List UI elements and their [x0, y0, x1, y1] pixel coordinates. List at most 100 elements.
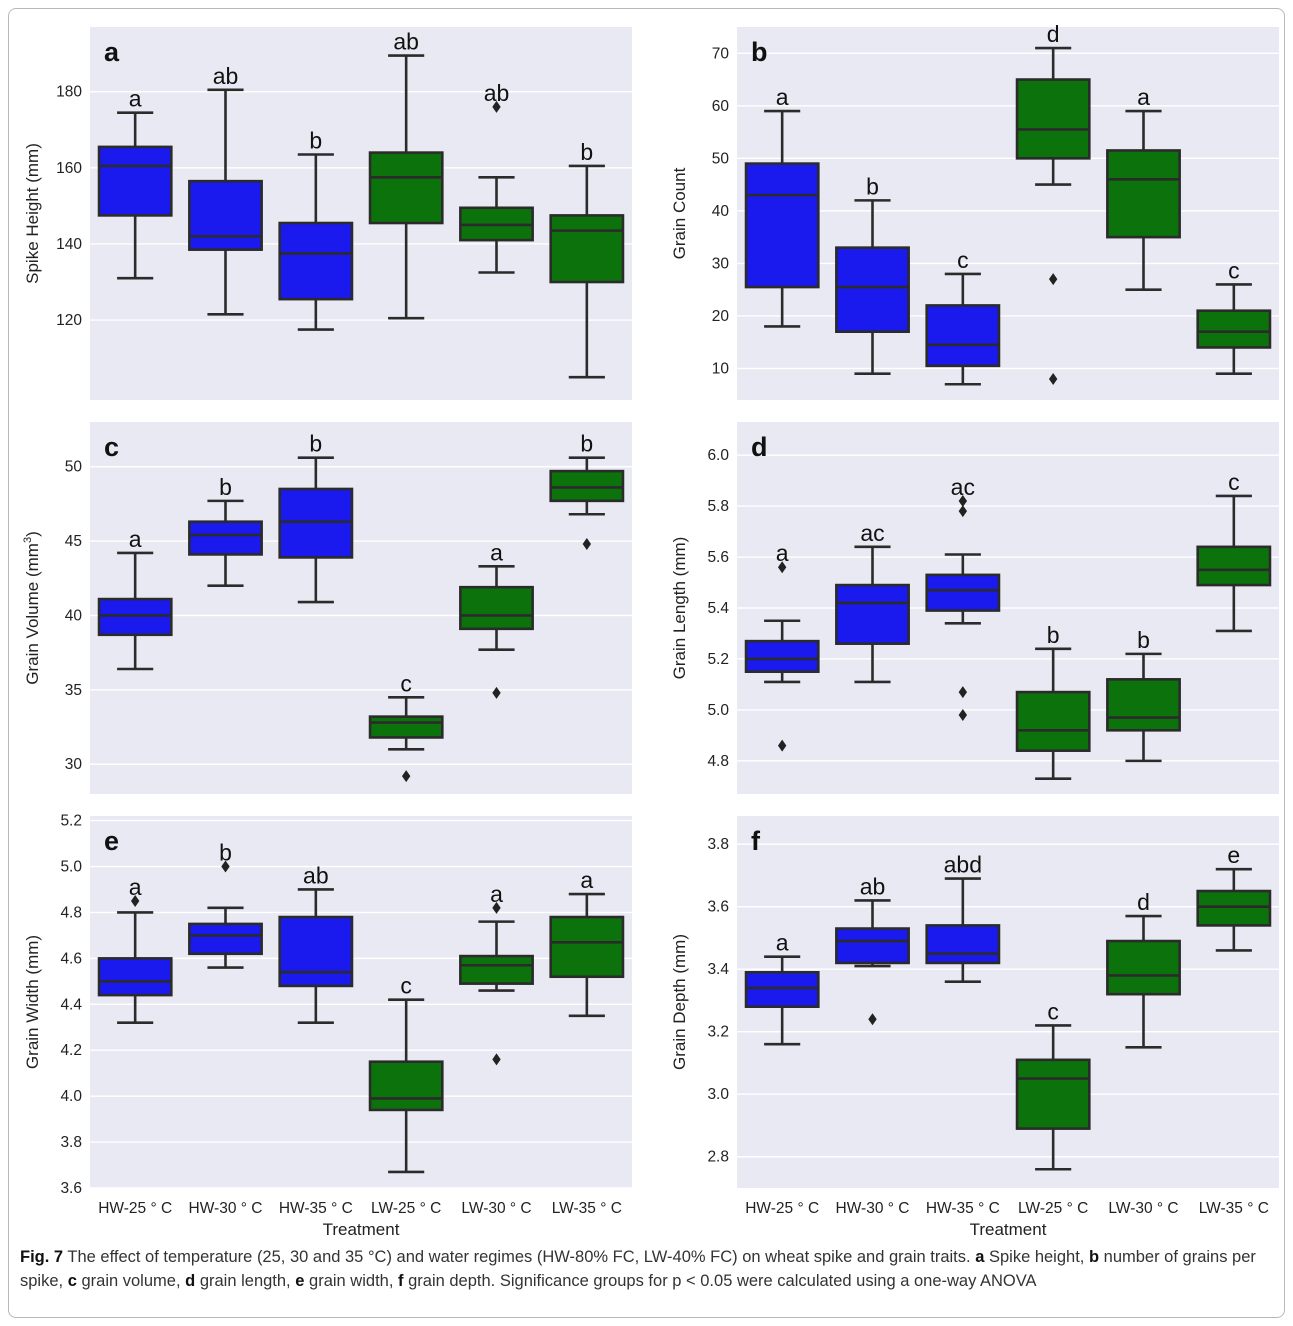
box-iqr: [835, 246, 910, 334]
box-iqr: [97, 597, 173, 637]
significance-label: b: [580, 139, 593, 165]
outlier-point: [958, 505, 968, 518]
y-tick-label: 4.6: [60, 950, 82, 967]
box-iqr: [368, 1060, 444, 1112]
caption-part-c: grain volume,: [81, 1272, 181, 1290]
significance-label: a: [776, 930, 789, 956]
y-tick-label: 4.8: [707, 753, 729, 770]
box-hw-3: abd: [925, 852, 1001, 983]
box-iqr: [1196, 889, 1272, 927]
caption-part-d: grain length,: [199, 1272, 291, 1290]
x-tick-label: HW-25 ° C: [745, 1200, 819, 1217]
caption-part-e: grain width,: [309, 1272, 394, 1290]
significance-label: a: [490, 539, 503, 565]
box-iqr: [1015, 690, 1091, 752]
x-tick-label: LW-25 ° C: [371, 1200, 441, 1217]
significance-label: b: [309, 431, 322, 457]
box-iqr: [188, 520, 263, 556]
panel-letter: d: [751, 432, 768, 462]
significance-label: b: [309, 128, 322, 154]
box-iqr: [1106, 678, 1181, 732]
y-tick-label: 10: [712, 360, 730, 377]
panel-background: [737, 27, 1279, 400]
box-iqr: [368, 715, 444, 739]
significance-label: a: [776, 540, 789, 566]
y-tick-label: 180: [56, 84, 82, 101]
y-tick-label: 4.8: [60, 904, 82, 921]
box-iqr: [925, 924, 1001, 965]
panel-e: 3.6 3.8 4.0 4.2 4.4 4.6 4.8 5.0 5.2 Grain Width (…: [23, 813, 632, 1239]
box-iqr: [459, 585, 534, 631]
box-iqr: [1106, 149, 1181, 239]
y-axis-label: Grain Depth (mm): [670, 934, 689, 1070]
box-iqr: [549, 469, 625, 503]
significance-label: ab: [393, 29, 419, 55]
y-tick-label: 3.0: [707, 1086, 729, 1103]
box-iqr: [278, 487, 354, 559]
caption-fig-label: Fig. 7: [20, 1248, 64, 1266]
outlier-point: [777, 739, 787, 752]
box-hw-2: ab: [188, 63, 263, 316]
box-lw-5: d: [1106, 889, 1181, 1049]
significance-label: ab: [213, 63, 239, 89]
y-tick-label: 40: [65, 607, 83, 624]
caption-part-f: grain depth. Significance groups for p <…: [408, 1272, 1037, 1290]
significance-label: b: [1047, 622, 1060, 648]
box-hw-2: ab: [835, 873, 910, 1026]
y-tick-label: 50: [65, 459, 83, 476]
box-lw-6: e: [1196, 842, 1272, 952]
significance-label: ab: [484, 80, 510, 106]
outlier-point: [401, 770, 411, 783]
outlier-point: [492, 100, 501, 113]
significance-label: d: [1137, 889, 1150, 915]
box-hw-1: a: [744, 930, 820, 1046]
caption-part-a: Spike height,: [988, 1248, 1085, 1266]
box-hw-1: a: [97, 526, 173, 671]
box-hw-1: a: [744, 540, 820, 752]
y-tick-label: 50: [712, 150, 730, 167]
box-iqr: [459, 954, 534, 985]
panel-background: [90, 27, 632, 400]
x-tick-label: LW-35 ° C: [1199, 1200, 1269, 1217]
caption-letter-d: d: [185, 1272, 196, 1290]
panel-a: 120 140 160 180 Spike Height (mm) aa ab b ab ab b: [23, 27, 632, 400]
outlier-point: [958, 494, 968, 507]
box-iqr: [1196, 309, 1272, 349]
y-axis-label: Spike Height (mm): [23, 143, 42, 284]
y-tick-label: 3.8: [707, 836, 729, 853]
box-hw-3: b: [278, 431, 354, 604]
box-lw-5: a: [459, 881, 534, 1066]
box-lw-4: b: [1015, 622, 1091, 781]
figure-caption: Fig. 7 The effect of temperature (25, 30…: [20, 1245, 1275, 1293]
box-iqr: [97, 957, 173, 997]
outlier-point: [868, 1013, 877, 1026]
box-iqr: [1196, 545, 1272, 587]
box-iqr: [188, 179, 263, 251]
significance-label: c: [400, 670, 412, 696]
box-iqr: [549, 214, 625, 284]
y-tick-label: 4.4: [60, 996, 82, 1013]
y-tick-label: 160: [56, 160, 82, 177]
box-hw-3: b: [278, 128, 354, 331]
significance-label: c: [1228, 257, 1240, 283]
y-tick-label: 2.8: [707, 1149, 729, 1166]
caption-letter-a: a: [975, 1248, 985, 1266]
box-hw-3: ac: [925, 474, 1001, 722]
outlier-point: [130, 894, 140, 907]
panel-letter: a: [104, 37, 120, 67]
box-iqr: [1015, 78, 1091, 160]
significance-label: b: [866, 173, 879, 199]
box-iqr: [744, 162, 820, 289]
y-tick-label: 40: [712, 203, 730, 220]
outlier-point: [492, 1053, 501, 1066]
y-tick-label: 6.0: [707, 447, 729, 464]
outlier-point: [1048, 372, 1058, 385]
box-lw-4: ab: [368, 29, 444, 320]
box-hw-3: c: [925, 247, 1001, 386]
box-lw-6: c: [1196, 469, 1272, 633]
significance-label: b: [580, 431, 593, 457]
box-hw-2: b: [188, 474, 263, 587]
box-lw-4: d: [1015, 21, 1091, 385]
box-lw-6: a: [549, 867, 625, 1018]
y-tick-label: 120: [56, 312, 82, 329]
